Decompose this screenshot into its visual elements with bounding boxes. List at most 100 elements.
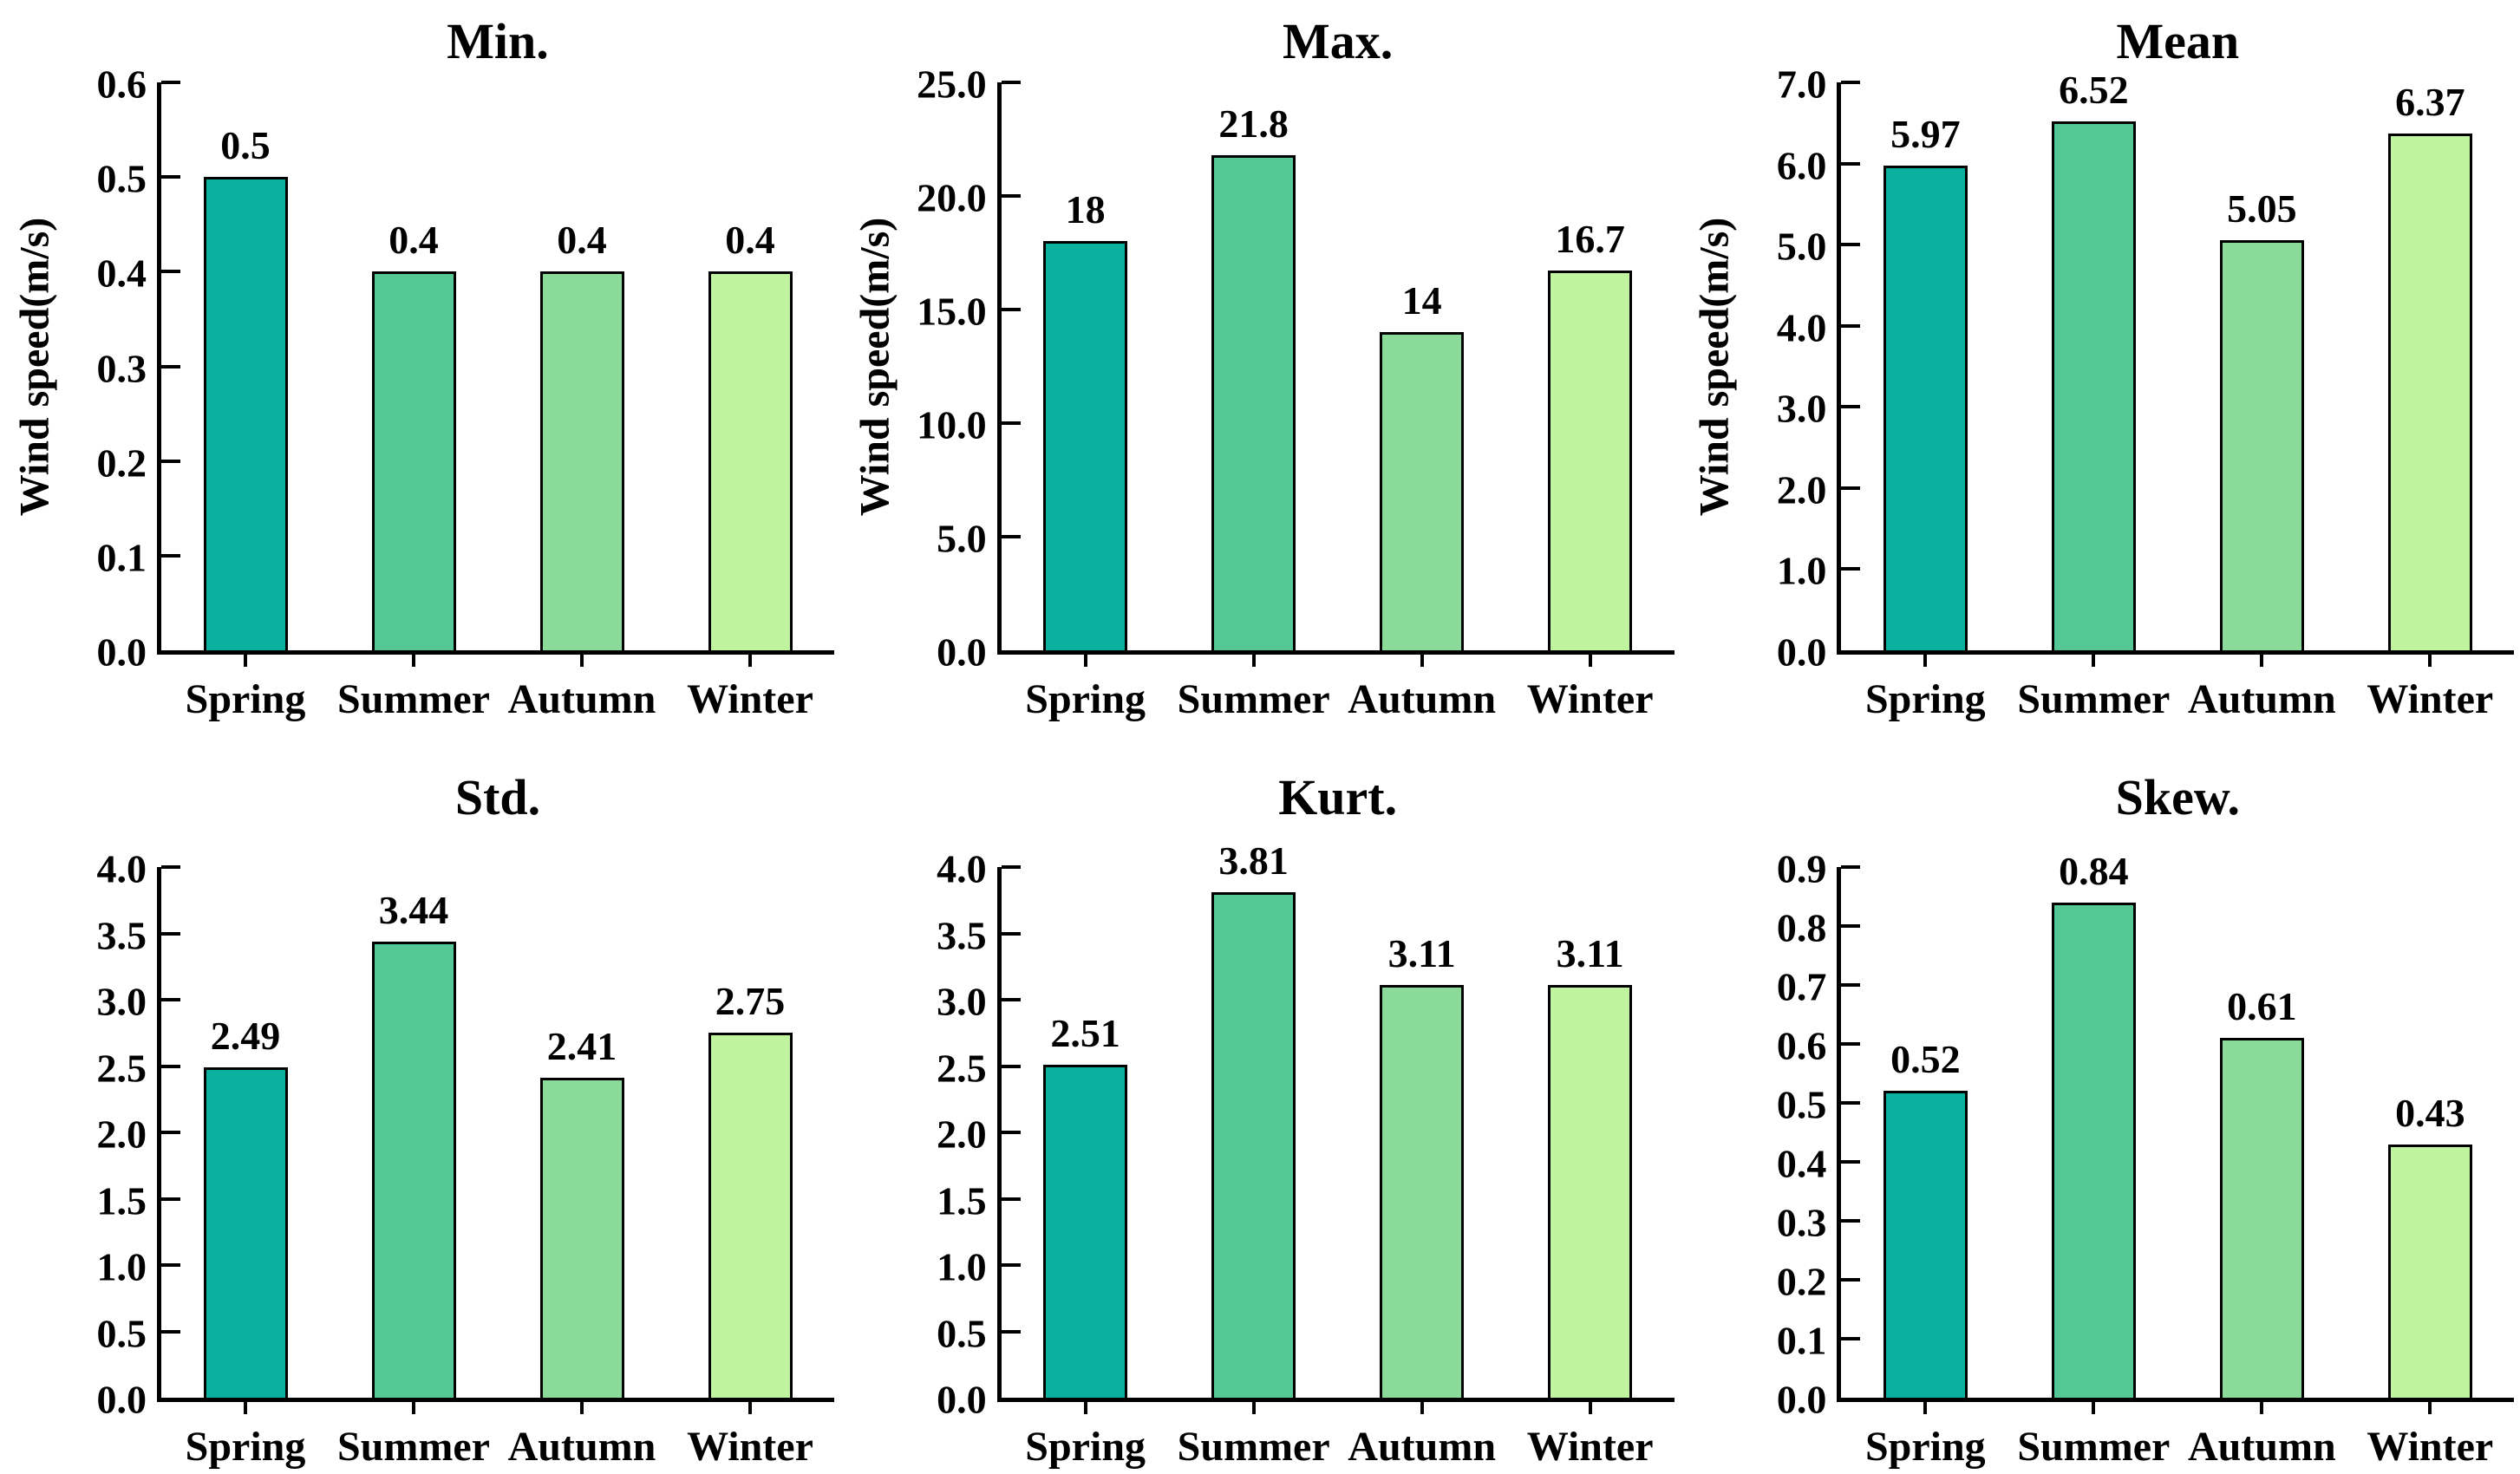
y-tick-skew: [1841, 983, 1861, 987]
x-tick-max: [1420, 655, 1424, 667]
bar-kurt-spring: [1043, 1064, 1128, 1401]
y-tick-label-std: 2.5: [96, 1046, 147, 1090]
y-axis-spine-mean: [1837, 82, 1842, 655]
bar-min-spring: [203, 177, 288, 654]
y-tick-kurt: [1001, 1064, 1021, 1068]
y-tick-label-mean: 3.0: [1776, 386, 1827, 431]
x-tick-kurt: [1420, 1402, 1424, 1414]
y-tick-kurt: [1001, 931, 1021, 936]
y-axis-spine-skew: [1837, 867, 1842, 1402]
chart-skew: Skew. 0.0 0.1 0.2 0.3 0.4 0.5 0.6 0.7 0.8 0.9 0.52 S…: [1680, 737, 2520, 1474]
chart-title-std: Std.: [454, 769, 541, 825]
y-tick-label-std: 3.5: [96, 913, 147, 957]
x-tick-kurt: [1588, 1402, 1592, 1414]
bar-std-winter: [708, 1033, 793, 1401]
y-tick-max: [1001, 81, 1021, 84]
y-tick-skew: [1841, 865, 1861, 869]
bar-mean-summer: [2051, 121, 2136, 654]
y-tick-label-min: 0.4: [96, 251, 147, 296]
bar-value-label-min: 0.5: [220, 123, 271, 168]
y-tick-label-kurt: 0.5: [937, 1311, 987, 1355]
bar-kurt-winter: [1548, 985, 1633, 1401]
chart-title-max: Max.: [1283, 13, 1394, 69]
bar-max-summer: [1211, 154, 1296, 654]
x-tick-label-mean-autumn: Autumn: [2187, 676, 2336, 722]
y-tick-label-skew: 0.2: [1776, 1259, 1827, 1304]
bar-min-summer: [371, 271, 456, 654]
x-tick-label-kurt-autumn: Autumn: [1348, 1424, 1497, 1470]
x-tick-label-std-winter: Winter: [687, 1424, 813, 1470]
y-tick-kurt: [1001, 1197, 1021, 1201]
y-tick-label-mean: 7.0: [1776, 62, 1827, 107]
x-tick-std: [748, 1402, 752, 1414]
y-tick-min: [161, 81, 180, 84]
bar-value-label-mean: 6.52: [2059, 67, 2129, 112]
bar-max-autumn: [1380, 332, 1465, 654]
bar-value-label-skew: 0.52: [1890, 1037, 1961, 1082]
y-tick-std: [161, 1064, 180, 1068]
bar-value-label-std: 2.41: [546, 1024, 617, 1069]
y-tick-label-skew: 0.0: [1776, 1377, 1827, 1422]
y-tick-label-std: 4.0: [96, 846, 147, 891]
y-tick-label-mean: 0.0: [1776, 629, 1827, 675]
chart-title-skew: Skew.: [2115, 769, 2241, 825]
x-tick-skew: [2260, 1402, 2264, 1414]
y-tick-label-std: 0.5: [96, 1311, 147, 1355]
bar-skew-spring: [1883, 1091, 1968, 1401]
bar-value-label-mean: 6.37: [2395, 79, 2465, 124]
x-tick-std: [580, 1402, 584, 1414]
bar-skew-summer: [2051, 902, 2136, 1401]
y-tick-kurt: [1001, 998, 1021, 1001]
chart-mean: Mean Wind speed(m/s) 0.0 1.0 2.0 3.0 4.0 5.0 6.0…: [1680, 0, 2520, 737]
y-tick-mean: [1841, 567, 1861, 571]
y-tick-min: [161, 553, 180, 558]
y-tick-skew: [1841, 924, 1861, 928]
y-tick-label-std: 2.0: [96, 1112, 147, 1157]
x-tick-min: [748, 655, 752, 667]
x-tick-label-min-winter: Winter: [687, 676, 813, 722]
y-tick-label-min: 0.0: [96, 629, 147, 675]
x-tick-skew: [1923, 1402, 1928, 1414]
y-tick-label-mean: 4.0: [1776, 305, 1827, 350]
bar-value-label-skew: 0.84: [2059, 848, 2129, 893]
bar-value-label-kurt: 3.11: [1556, 931, 1624, 976]
bar-mean-autumn: [2219, 240, 2304, 654]
y-tick-max: [1001, 421, 1021, 425]
bar-value-label-max: 21.8: [1218, 101, 1289, 146]
chart-min: Min. Wind speed(m/s) 0.0 0.1 0.2 0.3 0.4 0.5 0.6…: [0, 0, 840, 737]
x-tick-mean: [2260, 655, 2264, 667]
y-tick-label-skew: 0.4: [1776, 1141, 1827, 1186]
x-tick-min: [244, 655, 247, 667]
x-tick-max: [1588, 655, 1592, 667]
y-tick-mean: [1841, 323, 1861, 328]
y-tick-max: [1001, 535, 1021, 538]
y-tick-mean: [1841, 405, 1861, 409]
y-tick-skew: [1841, 1337, 1861, 1340]
bar-skew-winter: [2387, 1144, 2472, 1401]
bar-value-label-min: 0.4: [388, 218, 439, 263]
chart-max: Max. Wind speed(m/s) 0.0 5.0 10.0 15.0 20.0 25.…: [840, 0, 1681, 737]
x-tick-max: [1251, 655, 1256, 667]
chart-title-mean: Mean: [2116, 13, 2240, 69]
y-tick-label-kurt: 4.0: [937, 846, 987, 891]
y-tick-skew: [1841, 1042, 1861, 1046]
x-tick-label-mean-summer: Summer: [2017, 676, 2171, 722]
y-tick-mean: [1841, 486, 1861, 490]
chart-kurt: Kurt. 0.0 0.5 1.0 1.5 2.0 2.5 3.0 3.5 4.0 2.51 Spri…: [840, 737, 1681, 1474]
x-tick-max: [1083, 655, 1087, 667]
y-tick-kurt: [1001, 1329, 1021, 1334]
x-tick-label-skew-autumn: Autumn: [2187, 1424, 2336, 1470]
x-tick-skew: [2092, 1402, 2096, 1414]
x-tick-label-std-summer: Summer: [337, 1424, 490, 1470]
x-axis-spine-kurt: [996, 1398, 1675, 1402]
bar-value-label-mean: 5.97: [1890, 112, 1961, 157]
y-tick-label-skew: 0.7: [1776, 964, 1827, 1009]
y-tick-label-max: 15.0: [917, 289, 987, 334]
y-tick-max: [1001, 308, 1021, 311]
y-tick-label-kurt: 3.5: [937, 913, 987, 957]
y-tick-label-mean: 6.0: [1776, 143, 1827, 188]
bar-value-label-std: 3.44: [378, 887, 449, 932]
x-tick-label-mean-spring: Spring: [1864, 676, 1986, 722]
